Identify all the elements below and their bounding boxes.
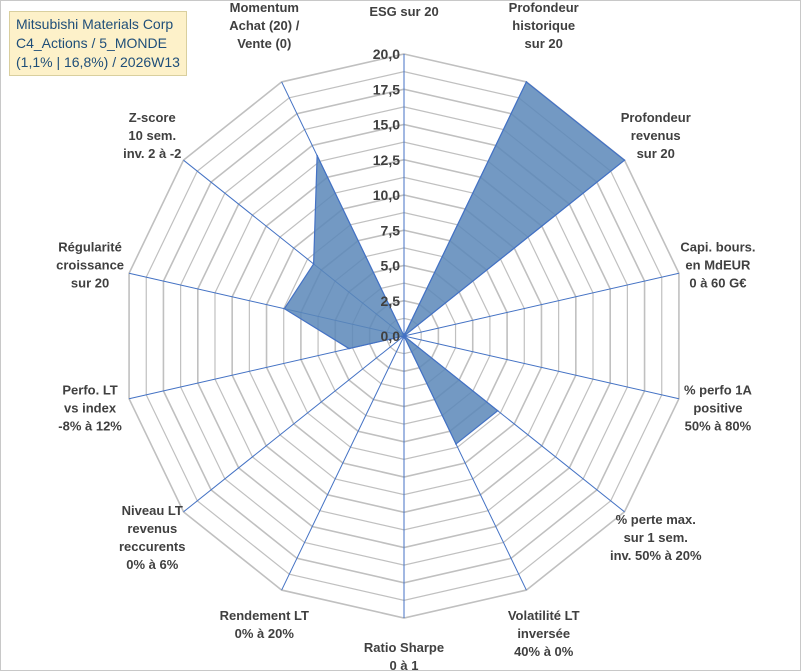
data-series-polygon xyxy=(283,80,626,445)
axis-spoke xyxy=(403,272,680,337)
axis-label: Capi. bours. en MdEUR 0 à 60 G€ xyxy=(680,239,755,290)
axis-label: Momentum Achat (20) / Vente (0) xyxy=(229,1,299,51)
axis-label: NoteESG sur 20 xyxy=(369,1,438,19)
radial-tick-label: 12,5 xyxy=(373,152,400,168)
title-line-1: Mitsubishi Materials Corp xyxy=(16,16,174,32)
radial-tick-label: 15,0 xyxy=(373,117,400,133)
chart-title-box: Mitsubishi Materials Corp C4_Actions / 5… xyxy=(9,11,187,76)
radial-tick-label: 5,0 xyxy=(381,258,401,274)
axis-label: Ratio Sharpe 0 à 1 xyxy=(364,640,444,671)
radial-tick-label: 20,0 xyxy=(373,46,400,62)
data-point xyxy=(312,263,315,265)
axis-spoke xyxy=(403,335,680,400)
axis-label: % perte max. sur 1 sem. inv. 50% à 20% xyxy=(610,512,702,563)
title-line-2: C4_Actions / 5_MONDE xyxy=(16,35,167,51)
data-point xyxy=(348,347,350,350)
radial-tick-label: 7,5 xyxy=(381,222,401,238)
axis-label: Z-score 10 sem. inv. 2 à -2 xyxy=(123,110,181,161)
radial-tick-label: 17,5 xyxy=(373,81,400,97)
data-point xyxy=(455,443,457,445)
axis-label: Régularité croissance sur 20 xyxy=(56,239,124,290)
axis-spoke xyxy=(281,335,405,591)
axis-label: Perfo. LT vs index -8% à 12% xyxy=(58,383,122,434)
data-point xyxy=(316,154,318,157)
radial-tick-label: 2,5 xyxy=(381,293,401,309)
axis-label: Volatilité LT inversée 40% à 0% xyxy=(508,608,580,659)
axis-label: Rendement LT 0% à 20% xyxy=(220,608,309,641)
axis-label: % perfo 1A positive 50% à 80% xyxy=(684,383,753,434)
axis-spoke xyxy=(183,335,405,513)
data-point xyxy=(283,307,286,310)
axis-label: Niveau LT revenus reccurents 0% à 6% xyxy=(119,503,185,572)
radial-tick-label: 10,0 xyxy=(373,187,400,203)
axis-label: Profondeur historique sur 20 xyxy=(509,1,579,51)
title-line-3: (1,1% | 16,8%) / 2026W13 xyxy=(16,54,180,70)
data-point xyxy=(525,81,528,83)
data-point xyxy=(403,335,405,337)
radial-tick-label: 0,0 xyxy=(381,328,401,344)
data-point xyxy=(623,159,626,161)
data-point xyxy=(496,409,499,412)
axis-label: Profondeur revenus sur 20 xyxy=(621,110,691,161)
